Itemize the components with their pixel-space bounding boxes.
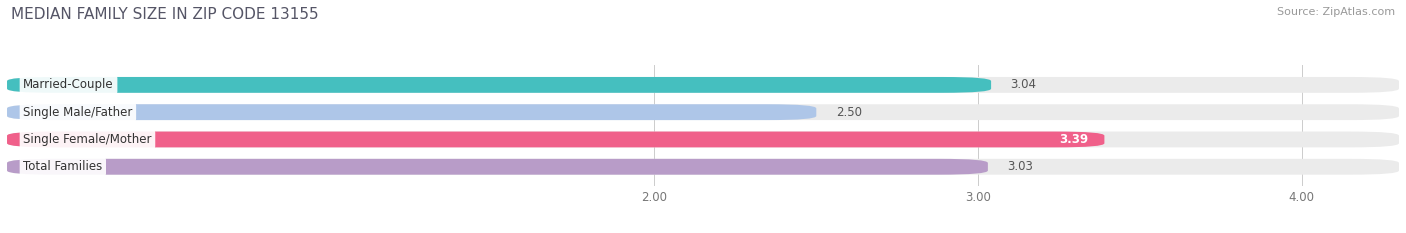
FancyBboxPatch shape (7, 104, 817, 120)
FancyBboxPatch shape (7, 159, 988, 175)
Text: Single Female/Mother: Single Female/Mother (24, 133, 152, 146)
Text: MEDIAN FAMILY SIZE IN ZIP CODE 13155: MEDIAN FAMILY SIZE IN ZIP CODE 13155 (11, 7, 319, 22)
Text: Source: ZipAtlas.com: Source: ZipAtlas.com (1277, 7, 1395, 17)
Text: 3.03: 3.03 (1007, 160, 1033, 173)
FancyBboxPatch shape (7, 159, 1399, 175)
Text: Single Male/Father: Single Male/Father (24, 106, 132, 119)
FancyBboxPatch shape (7, 132, 1104, 147)
FancyBboxPatch shape (7, 132, 1399, 147)
FancyBboxPatch shape (7, 77, 991, 93)
FancyBboxPatch shape (7, 77, 1399, 93)
Text: 3.39: 3.39 (1059, 133, 1088, 146)
Text: Married-Couple: Married-Couple (24, 78, 114, 91)
Text: 3.04: 3.04 (1011, 78, 1036, 91)
Text: Total Families: Total Families (24, 160, 103, 173)
Text: 2.50: 2.50 (835, 106, 862, 119)
FancyBboxPatch shape (7, 104, 1399, 120)
